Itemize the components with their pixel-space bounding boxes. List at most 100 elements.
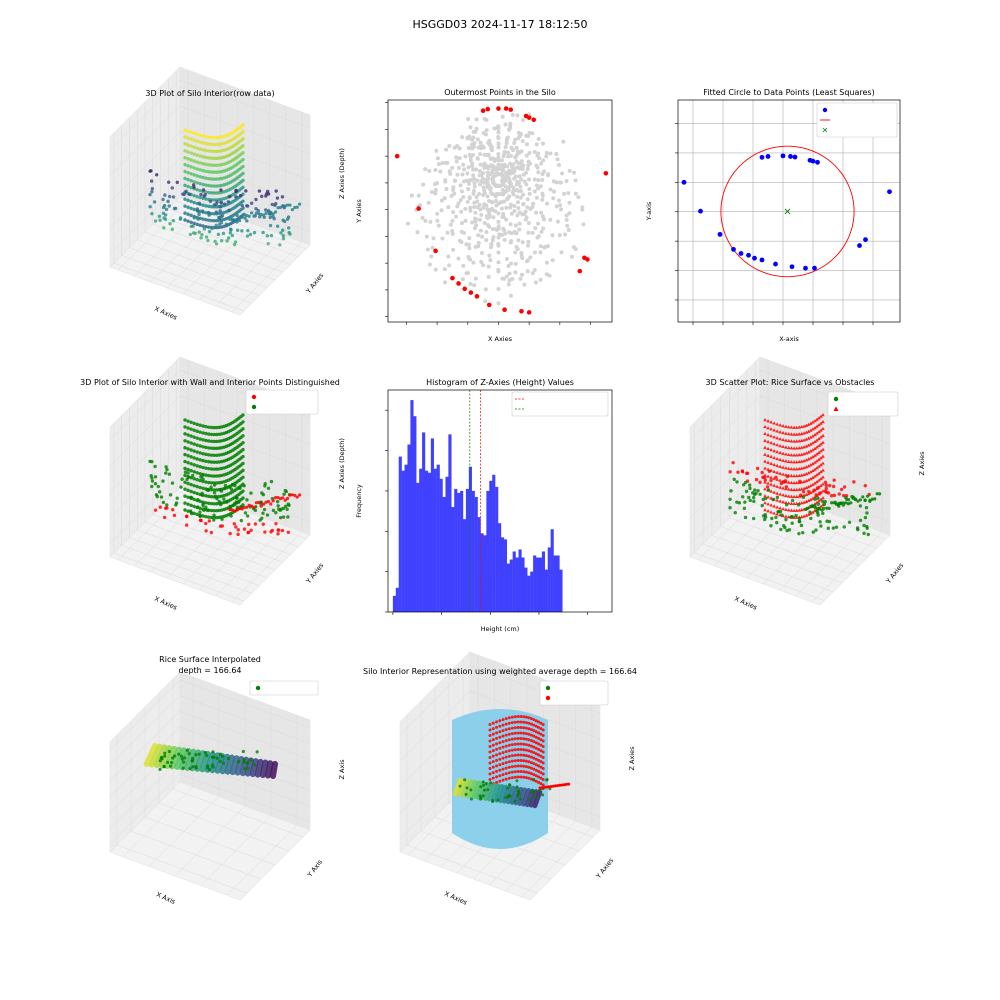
obstacle-point <box>808 442 813 446</box>
point <box>150 186 155 191</box>
rice-point <box>517 789 521 793</box>
rice-point <box>220 754 225 758</box>
outermost-point <box>531 117 537 123</box>
interior-point <box>500 158 505 163</box>
obstacle-point <box>766 460 770 464</box>
interior-point <box>475 156 480 161</box>
interior-point <box>496 260 501 265</box>
rice-point <box>481 794 485 798</box>
wall-point <box>184 514 189 519</box>
point <box>183 142 187 146</box>
interior-point <box>496 286 501 291</box>
interior-point <box>524 170 529 175</box>
rice-point <box>226 757 231 761</box>
point <box>281 228 285 232</box>
interior-point <box>536 234 541 239</box>
chart-title: Outermost Points in the Silo <box>444 88 556 97</box>
obstacle-point <box>495 725 499 729</box>
interior-point <box>567 168 572 173</box>
grid-line <box>158 802 290 852</box>
surface-strip <box>259 759 269 779</box>
obstacle-point <box>488 745 492 748</box>
interior-point <box>566 191 571 196</box>
point <box>198 188 202 193</box>
interior-point <box>558 180 563 185</box>
point <box>283 219 287 224</box>
obstacle-point <box>534 730 538 734</box>
grid-line <box>689 447 761 519</box>
obstacle-point <box>522 764 526 768</box>
interior-point <box>473 223 478 228</box>
obstacle-point <box>498 763 502 767</box>
interior-point <box>468 155 473 160</box>
grid-line <box>144 521 276 571</box>
rice-point <box>190 756 195 760</box>
interior-point <box>183 494 187 498</box>
point <box>222 202 227 206</box>
histogram-bar <box>500 537 505 612</box>
interior-point <box>157 490 162 494</box>
histogram-bar <box>448 434 452 612</box>
interior-point <box>521 192 526 197</box>
legend-marker <box>822 127 828 133</box>
obstacle-point <box>794 446 799 450</box>
obstacle-point <box>824 483 829 488</box>
interior-point <box>201 502 205 506</box>
interior-point <box>450 165 455 170</box>
obstacle-point <box>488 734 492 737</box>
obstacle-point <box>507 738 511 742</box>
point <box>215 163 219 167</box>
histogram-bar <box>521 557 525 612</box>
point <box>148 204 152 209</box>
interior-point <box>548 151 553 156</box>
obstacle-point <box>537 780 541 784</box>
interior-point <box>215 508 219 513</box>
point <box>212 203 216 207</box>
interior-point <box>443 160 448 165</box>
interior-point <box>490 178 495 183</box>
histogram-bar <box>527 575 531 612</box>
interior-point <box>451 187 456 192</box>
legend-box <box>245 389 319 415</box>
point <box>285 217 290 221</box>
wall-point <box>165 506 169 510</box>
surface-strip <box>490 783 501 802</box>
rice-point <box>856 527 860 532</box>
obstacle-point <box>819 435 823 439</box>
interior-point <box>520 139 525 144</box>
interior-point <box>450 218 455 223</box>
rice-point <box>747 483 752 487</box>
interior-point <box>415 230 420 235</box>
obstacle-point <box>527 721 531 725</box>
obstacle-point <box>763 508 767 512</box>
point <box>201 217 205 221</box>
point <box>201 209 205 213</box>
histogram-bar <box>506 563 510 612</box>
interior-point <box>517 174 522 179</box>
obstacle-point <box>510 743 514 747</box>
interior-point <box>183 459 187 464</box>
interior-point <box>457 156 462 161</box>
x-axis-label: X Axies <box>443 890 469 907</box>
interior-point <box>416 193 421 198</box>
interior-point <box>528 255 533 260</box>
rice-point <box>504 796 508 800</box>
obstacle-point <box>778 450 782 455</box>
interior-point <box>186 471 190 475</box>
rice-point <box>756 488 760 493</box>
grid-line <box>406 844 538 894</box>
point <box>217 216 222 220</box>
interior-point <box>205 488 209 492</box>
rice-point <box>797 531 801 536</box>
interior-point <box>467 195 472 200</box>
obstacle-point <box>541 761 545 765</box>
point <box>208 199 213 203</box>
legend-marker <box>833 406 839 411</box>
obstacle-point <box>821 433 825 437</box>
point <box>226 236 231 240</box>
histogram-bar <box>524 567 528 612</box>
interior-point <box>183 418 187 422</box>
interior-point <box>438 169 443 174</box>
point <box>257 211 261 216</box>
